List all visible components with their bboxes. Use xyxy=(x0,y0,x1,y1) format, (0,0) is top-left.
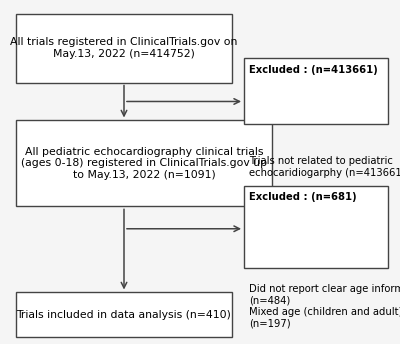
Bar xyxy=(16,120,272,206)
Bar xyxy=(16,14,232,83)
Text: Did not report clear age information
(n=484)
Mixed age (children and adult) tria: Did not report clear age information (n=… xyxy=(249,284,400,329)
Bar xyxy=(16,292,232,337)
Text: All trials registered in ClinicalTrials.gov on
May.13, 2022 (n=414752): All trials registered in ClinicalTrials.… xyxy=(10,37,238,59)
Bar xyxy=(244,58,388,124)
Text: Excluded : (n=681): Excluded : (n=681) xyxy=(249,192,356,202)
Text: Trials included in data analysis (n=410): Trials included in data analysis (n=410) xyxy=(16,310,232,320)
Bar xyxy=(244,186,388,268)
Text: All pediatric echocardiography clinical trials
(ages 0-18) registered in Clinica: All pediatric echocardiography clinical … xyxy=(21,147,267,180)
Text: Trials not related to pediatric
echocaridiogarphy (n=413661): Trials not related to pediatric echocari… xyxy=(249,157,400,178)
Text: Excluded : (n=413661): Excluded : (n=413661) xyxy=(249,65,378,75)
